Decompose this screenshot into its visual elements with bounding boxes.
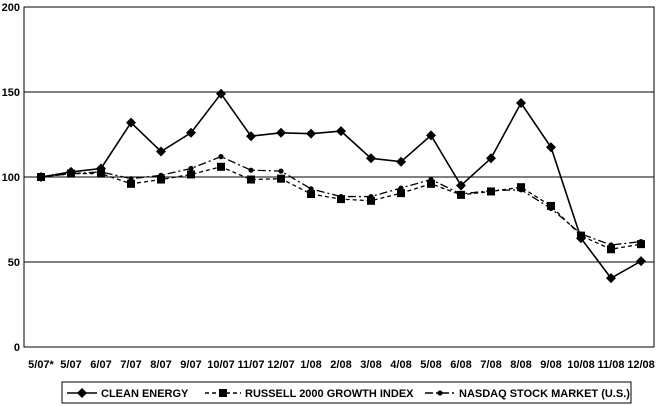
data-point bbox=[188, 165, 194, 172]
legend-marker bbox=[219, 389, 227, 397]
data-point bbox=[306, 128, 316, 139]
x-tick-label: 11/08 bbox=[598, 359, 625, 371]
data-point bbox=[426, 130, 436, 141]
y-tick-label: 100 bbox=[2, 172, 20, 184]
legend: CLEAN ENERGY RUSSELL 2000 GROWTH INDEX NAS… bbox=[61, 381, 632, 404]
grid-layer bbox=[24, 91, 654, 263]
legend-label: CLEAN ENERGY bbox=[101, 388, 189, 400]
y-tick-label: 150 bbox=[2, 87, 20, 99]
data-point bbox=[278, 168, 284, 174]
x-tick-label: 9/07 bbox=[180, 359, 201, 371]
data-point bbox=[638, 239, 644, 245]
x-tick-label: 6/08 bbox=[450, 359, 471, 371]
data-point bbox=[36, 172, 46, 182]
series-2 bbox=[37, 162, 645, 254]
data-point bbox=[398, 185, 404, 191]
data-point bbox=[128, 176, 134, 182]
data-point bbox=[156, 146, 166, 157]
legend-item: CLEAN ENERGY bbox=[67, 388, 189, 400]
x-tick-label: 10/07 bbox=[207, 359, 235, 371]
x-tick-label: 2/08 bbox=[330, 359, 351, 371]
data-point bbox=[338, 193, 344, 200]
data-point bbox=[396, 156, 406, 167]
data-point bbox=[546, 142, 556, 153]
x-tick-label: 7/08 bbox=[480, 359, 501, 371]
data-point bbox=[96, 163, 106, 174]
x-tick-label: 4/08 bbox=[390, 359, 411, 371]
x-axis-tick-labels: 5/07* 5/07 6/07 7/07 8/07 9/07 10/07 11/07 12/07… bbox=[28, 359, 655, 371]
x-tick-label: 9/08 bbox=[540, 359, 561, 371]
data-point bbox=[636, 256, 646, 267]
data-point bbox=[247, 175, 255, 184]
data-point bbox=[217, 162, 225, 171]
data-point bbox=[518, 187, 524, 193]
series-layer bbox=[36, 88, 646, 284]
data-point bbox=[158, 172, 164, 178]
data-point bbox=[336, 126, 346, 137]
data-point bbox=[576, 233, 586, 244]
legend-box bbox=[61, 381, 632, 404]
data-point bbox=[368, 193, 374, 200]
x-tick-label: 12/07 bbox=[267, 359, 295, 371]
data-point bbox=[488, 188, 494, 194]
y-axis-tick-labels: 0 50 100 150 200 bbox=[2, 2, 20, 354]
data-point bbox=[276, 127, 286, 138]
data-point bbox=[516, 98, 526, 109]
legend-item: NASDAQ STOCK MARKET (U.S.) bbox=[425, 388, 630, 400]
x-tick-label: 6/07 bbox=[90, 359, 111, 371]
data-point bbox=[66, 166, 76, 177]
x-tick-label: 8/08 bbox=[510, 359, 531, 371]
data-point bbox=[248, 167, 254, 173]
series-1 bbox=[36, 88, 646, 284]
data-point bbox=[548, 205, 554, 212]
data-point bbox=[216, 88, 226, 99]
data-point bbox=[218, 154, 224, 160]
data-point bbox=[606, 273, 616, 284]
y-tick-label: 200 bbox=[2, 2, 20, 14]
data-point bbox=[607, 245, 615, 254]
data-point bbox=[277, 174, 285, 183]
data-point bbox=[486, 153, 496, 164]
data-point bbox=[157, 175, 165, 184]
data-point bbox=[307, 190, 315, 198]
x-tick-label: 3/08 bbox=[360, 359, 381, 371]
legend-label: RUSSELL 2000 GROWTH INDEX bbox=[245, 388, 414, 400]
x-tick-label: 11/07 bbox=[238, 359, 265, 371]
x-tick-label: 8/07 bbox=[150, 359, 171, 371]
data-point bbox=[397, 189, 405, 198]
x-tick-label: 10/08 bbox=[567, 359, 595, 371]
legend-item: RUSSELL 2000 GROWTH INDEX bbox=[205, 388, 414, 400]
data-point bbox=[456, 180, 466, 191]
data-point bbox=[246, 131, 256, 142]
data-point bbox=[608, 242, 614, 248]
x-tick-label: 5/07* bbox=[28, 359, 54, 371]
legend-marker bbox=[437, 390, 443, 396]
series-line bbox=[40, 155, 642, 246]
data-point bbox=[186, 127, 196, 138]
data-point bbox=[127, 179, 135, 188]
data-point bbox=[428, 176, 434, 183]
x-tick-label: 12/08 bbox=[627, 359, 655, 371]
data-point bbox=[308, 186, 314, 192]
legend-marker bbox=[77, 388, 87, 398]
data-point bbox=[187, 170, 195, 179]
data-point bbox=[458, 191, 464, 197]
legend-label: NASDAQ STOCK MARKET (U.S.) bbox=[459, 388, 630, 400]
data-point bbox=[366, 153, 376, 164]
plot-area-frame bbox=[23, 6, 655, 348]
x-tick-label: 5/08 bbox=[420, 359, 441, 371]
data-point bbox=[367, 196, 375, 205]
y-tick-label: 50 bbox=[8, 257, 20, 269]
data-point bbox=[427, 179, 435, 188]
x-tick-label: 7/07 bbox=[120, 359, 141, 371]
data-point bbox=[126, 117, 136, 128]
x-tick-label: 5/07 bbox=[60, 359, 81, 371]
y-tick-label: 0 bbox=[14, 342, 20, 354]
x-tick-label: 1/08 bbox=[300, 359, 321, 371]
